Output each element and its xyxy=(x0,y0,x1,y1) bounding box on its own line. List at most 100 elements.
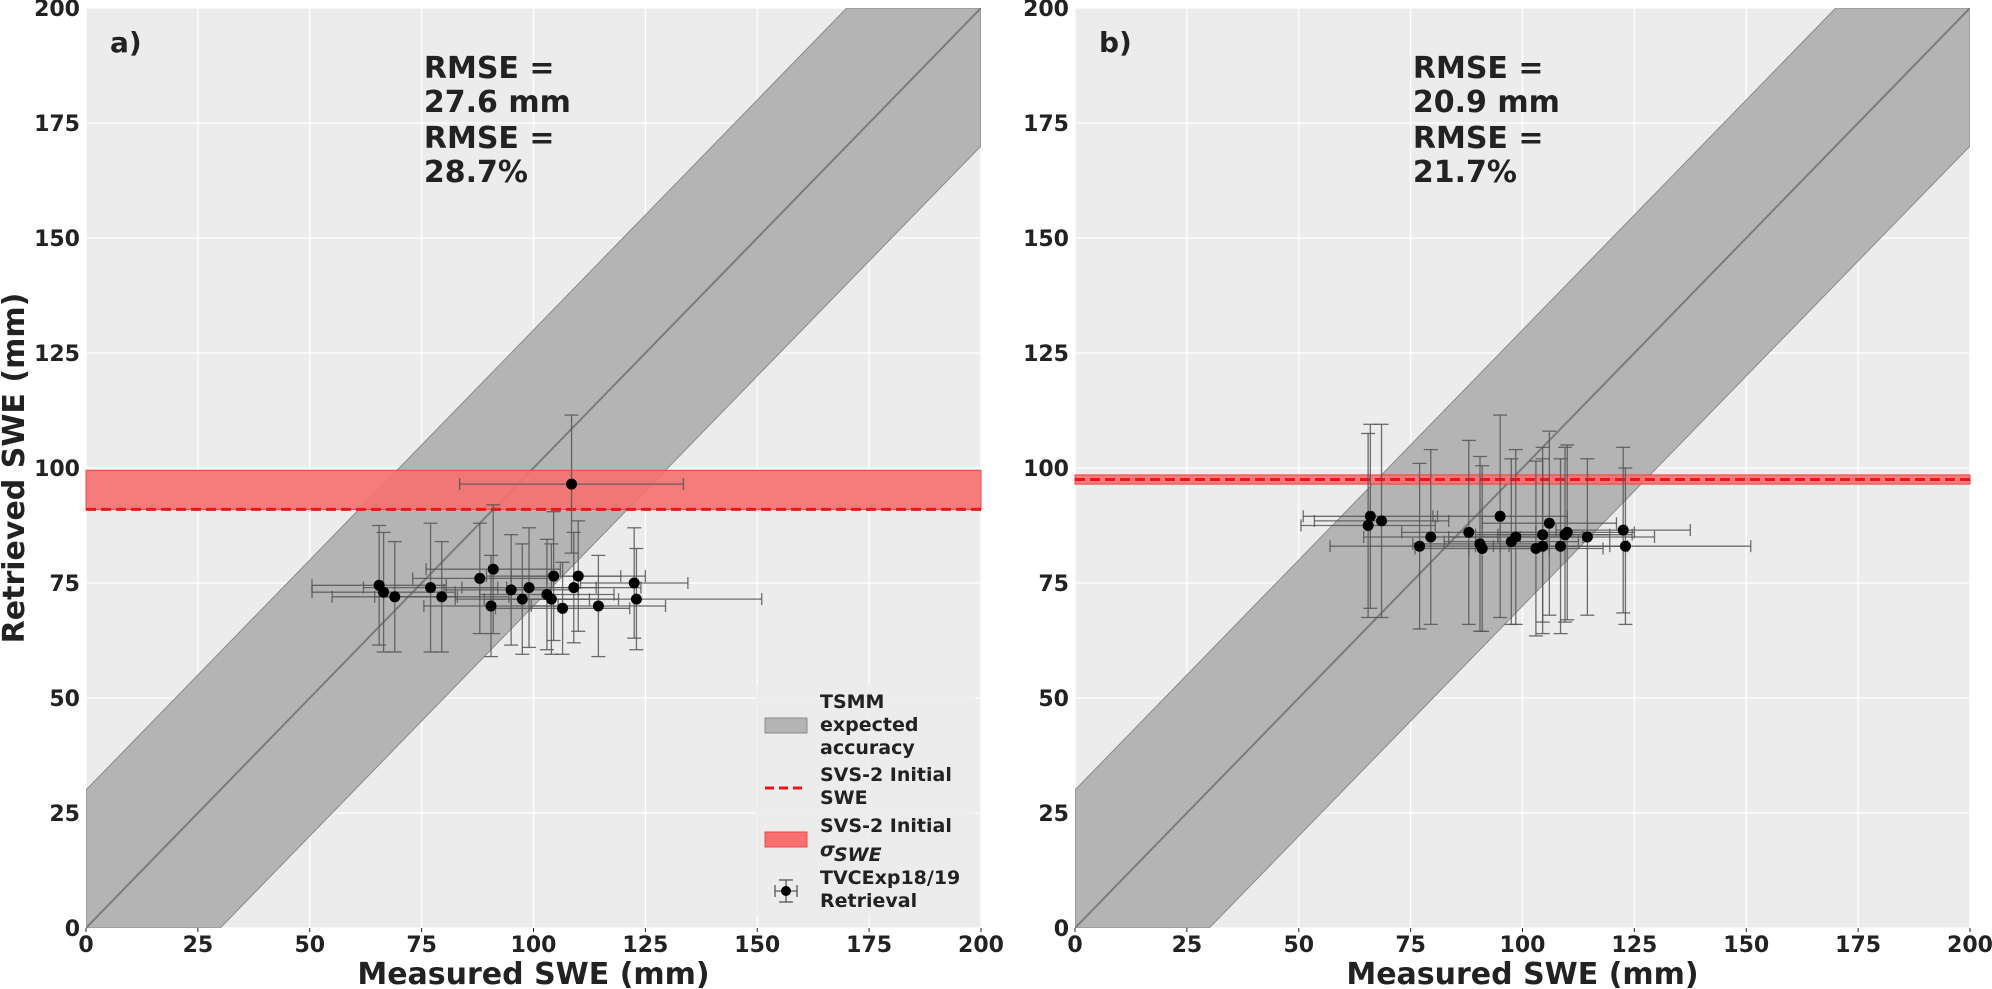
data-point xyxy=(1561,526,1573,538)
y-tick-label: 175 xyxy=(1023,112,1069,137)
x-tick-label: 125 xyxy=(1611,933,1657,958)
panel-a-svs2-band xyxy=(85,469,982,511)
one-to-one-line xyxy=(1075,8,1970,928)
data-point xyxy=(1617,524,1629,536)
legend-points-label-1: TVCExp18/19 xyxy=(820,867,960,889)
x-tick-label: 100 xyxy=(1500,933,1546,958)
data-point xyxy=(516,593,528,605)
x-tick-label: 150 xyxy=(734,933,780,958)
panel-b-rmse-line-2: 20.9 mm xyxy=(1413,85,1560,120)
x-tick-label: 175 xyxy=(846,933,892,958)
panel-a-tsmm-band xyxy=(86,8,981,928)
data-point xyxy=(1476,543,1488,554)
data-point xyxy=(1364,510,1376,522)
legend-tsmm-label-3: accuracy xyxy=(820,737,915,759)
data-point xyxy=(1555,540,1567,552)
data-point xyxy=(487,563,499,575)
x-tick-label: 0 xyxy=(78,933,93,958)
data-point xyxy=(1494,510,1506,522)
data-point xyxy=(628,577,640,589)
panel-b-svs2-band xyxy=(1074,474,1971,485)
panel-a-rmse-annotation: RMSE = 27.6 mm RMSE = 28.7% xyxy=(424,51,571,190)
panel-a-y-axis-label: Retrieved SWE (mm) xyxy=(0,293,32,644)
data-point xyxy=(1510,531,1522,543)
data-point xyxy=(1581,531,1593,543)
svs2-sigma-band xyxy=(1074,474,1971,485)
panel-a-x-axis-label: Measured SWE (mm) xyxy=(357,957,709,989)
y-tick-label: 125 xyxy=(34,342,80,367)
data-point xyxy=(436,591,448,603)
x-tick-label: 50 xyxy=(1283,933,1314,958)
data-point xyxy=(568,582,580,594)
x-tick-label: 25 xyxy=(1172,933,1203,958)
x-tick-label: 200 xyxy=(958,933,1004,958)
data-point xyxy=(1425,531,1437,543)
x-tick-label: 75 xyxy=(1395,933,1426,958)
data-point xyxy=(1414,540,1426,552)
panel-b-ticks: 0 25 50 75 100 125 150 175 200 0 25 50 75 100 125 150 17… xyxy=(1023,0,1992,958)
legend-tsmm-label-1: TSMM xyxy=(820,691,884,713)
panel-a-rmse-line-1: RMSE = xyxy=(424,51,555,86)
y-tick-label: 200 xyxy=(34,0,80,22)
legend-svs2-line-label-2: SWE xyxy=(820,787,868,809)
y-tick-label: 50 xyxy=(1038,687,1069,712)
panel-a-label: a) xyxy=(110,26,142,59)
panel-b-label: b) xyxy=(1099,26,1132,59)
x-tick-label: 175 xyxy=(1835,933,1881,958)
data-point xyxy=(474,572,486,584)
panel-a-rmse-line-2: 27.6 mm xyxy=(424,85,571,120)
panel-b-tsmm-band xyxy=(1075,8,1970,928)
x-tick-label: 200 xyxy=(1947,933,1992,958)
y-tick-label: 75 xyxy=(49,572,80,597)
legend-svs2-band-label-subscript: SWE xyxy=(834,844,882,866)
legend-points-label-2: Retrieval xyxy=(820,890,917,912)
panel-b-rmse-line-1: RMSE = xyxy=(1413,51,1544,86)
legend-tsmm-swatch xyxy=(764,717,808,734)
panel-b-rmse-line-4: 21.7% xyxy=(1413,155,1517,190)
y-tick-label: 150 xyxy=(34,227,80,252)
panel-b-x-axis-label: Measured SWE (mm) xyxy=(1346,957,1698,989)
legend-tsmm-label-2: expected xyxy=(820,714,918,736)
y-tick-label: 100 xyxy=(1023,457,1069,482)
y-tick-label: 0 xyxy=(65,917,80,942)
legend: TSMM expected accuracy SVS-2 Initial SWE… xyxy=(755,684,975,918)
panel-a-rmse-line-4: 28.7% xyxy=(424,155,528,190)
x-tick-label: 25 xyxy=(183,933,214,958)
y-tick-label: 100 xyxy=(34,457,80,482)
y-tick-label: 150 xyxy=(1023,227,1069,252)
panel-b-rmse-annotation: RMSE = 20.9 mm RMSE = 21.7% xyxy=(1413,51,1560,190)
panel-a-rmse-line-3: RMSE = xyxy=(424,121,555,156)
data-point xyxy=(1619,540,1631,552)
x-tick-label: 125 xyxy=(622,933,668,958)
data-point xyxy=(389,591,401,603)
data-point xyxy=(557,602,569,614)
legend-box xyxy=(755,684,975,918)
x-tick-label: 150 xyxy=(1723,933,1769,958)
data-point xyxy=(1537,529,1549,541)
data-point xyxy=(1362,520,1374,531)
data-point xyxy=(1463,526,1475,538)
data-point xyxy=(630,593,642,605)
panel-b: 0 25 50 75 100 125 150 175 200 0 25 50 75 100 125 150 17… xyxy=(1023,0,1992,989)
legend-svs2-band-label-sigma: σ xyxy=(820,839,835,861)
data-point xyxy=(1376,515,1388,527)
data-point xyxy=(505,584,517,596)
legend-svs2-line-label-1: SVS-2 Initial xyxy=(820,764,952,786)
data-point xyxy=(566,478,578,490)
y-tick-label: 125 xyxy=(1023,342,1069,367)
panel-b-points xyxy=(1362,510,1631,554)
y-tick-label: 50 xyxy=(49,687,80,712)
data-point xyxy=(1537,540,1549,552)
legend-svs2-band-label-1: SVS-2 Initial xyxy=(820,815,952,837)
y-tick-label: 200 xyxy=(1023,0,1069,22)
x-tick-label: 75 xyxy=(406,933,437,958)
y-tick-label: 25 xyxy=(1038,802,1069,827)
data-point xyxy=(545,593,557,605)
data-point xyxy=(1543,517,1555,529)
data-point xyxy=(425,582,437,594)
legend-points-swatch xyxy=(774,879,798,903)
y-tick-label: 175 xyxy=(34,112,80,137)
y-tick-label: 25 xyxy=(49,802,80,827)
legend-svs2-band-swatch xyxy=(764,831,808,848)
